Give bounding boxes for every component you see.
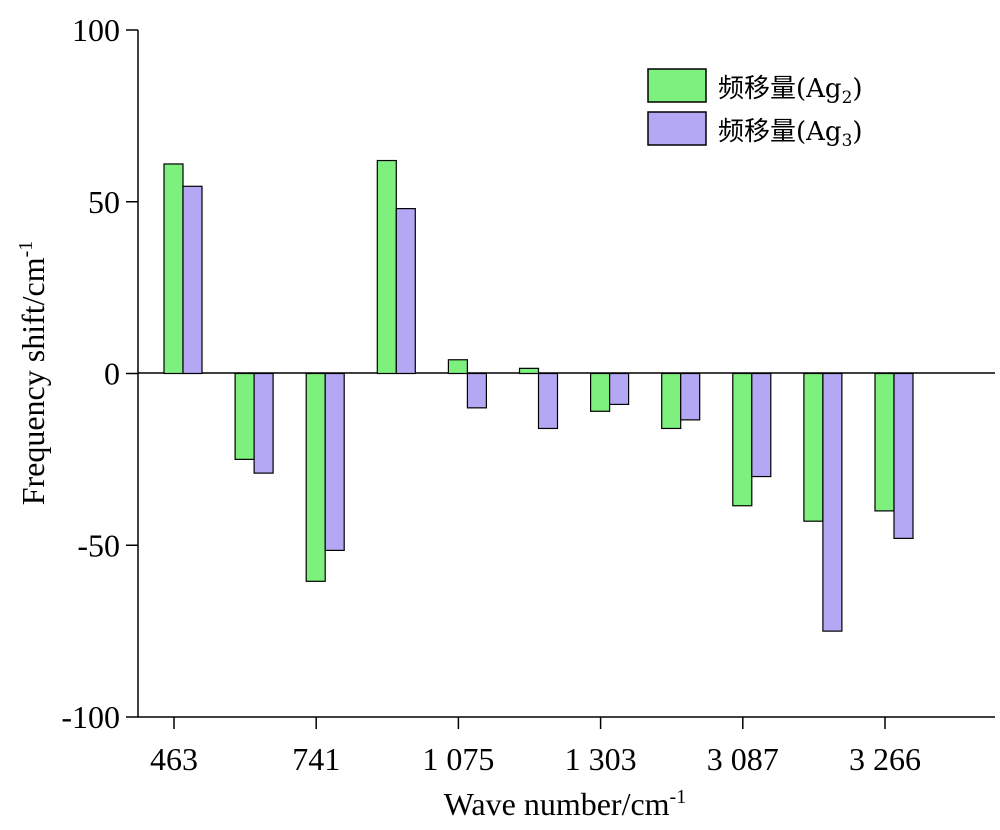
bars [163,159,914,632]
y-tick-label: -100 [61,699,120,735]
bar-series-1-slot-6 [589,372,611,412]
legend-label-ag2-close: ) [852,74,862,104]
bar-series-1-slot-9 [803,372,824,522]
bar-series-2-slot-8 [751,372,772,478]
legend-swatch-ag3 [647,111,707,146]
bar-series-1-slot-5 [518,367,540,375]
bar-series-1-slot-4 [447,359,468,375]
bar-series-1-slot-1 [234,372,255,460]
x-axis-title-sup: -1 [670,786,687,808]
bar-series-1-slot-2 [305,372,326,582]
y-axis-title: Frequency shift/cm-1 [15,241,51,506]
x-tick-label: 741 [292,741,340,777]
legend-label-ag3: 频移量(Ag3) [718,117,863,151]
bar-series-2-slot-0 [182,185,203,375]
legend: 频移量(Ag2) 频移量(Ag3) [647,68,863,151]
bar-series-1-slot-0 [163,163,184,375]
bar-series-1-slot-10 [874,372,895,512]
bar-series-2-slot-3 [395,208,416,375]
legend-label-ag2-sub: 2 [842,88,853,108]
y-tick-label: 0 [104,356,120,392]
legend-label-ag2: 频移量(Ag2) [718,74,863,108]
bar-series-2-slot-2 [324,372,345,552]
bar-series-2-slot-5 [537,372,559,430]
y-axis-title-sup: -1 [15,241,37,258]
bar-series-1-slot-3 [376,159,397,375]
x-tick-label: 3 087 [707,741,779,777]
bar-series-1-slot-7 [661,372,682,430]
y-tick-label: 50 [88,184,120,220]
bar-series-2-slot-4 [466,372,487,409]
bar-series-2-slot-6 [608,372,630,406]
legend-label-ag3-close: ) [852,117,862,147]
bar-series-1-slot-8 [732,372,753,507]
y-ticks: 100 50 0 -50 -100 [61,12,138,735]
x-tick-label: 1 303 [565,741,637,777]
bar-series-2-slot-7 [680,372,701,421]
legend-swatch-ag2 [647,68,707,103]
bar-series-2-slot-1 [253,372,274,474]
x-tick-label: 463 [150,741,198,777]
x-ticks: 463 741 1 075 1 303 3 087 3 266 [150,717,921,777]
bar-series-2-slot-9 [822,372,843,632]
y-tick-label: 100 [72,12,120,48]
bar-series-2-slot-10 [893,372,914,539]
x-axis-title: Wave number/cm-1 [444,786,686,822]
x-tick-label: 1 075 [422,741,494,777]
x-tick-label: 3 266 [849,741,921,777]
y-tick-label: -50 [77,527,120,563]
legend-label-ag3-sub: 3 [842,131,853,151]
